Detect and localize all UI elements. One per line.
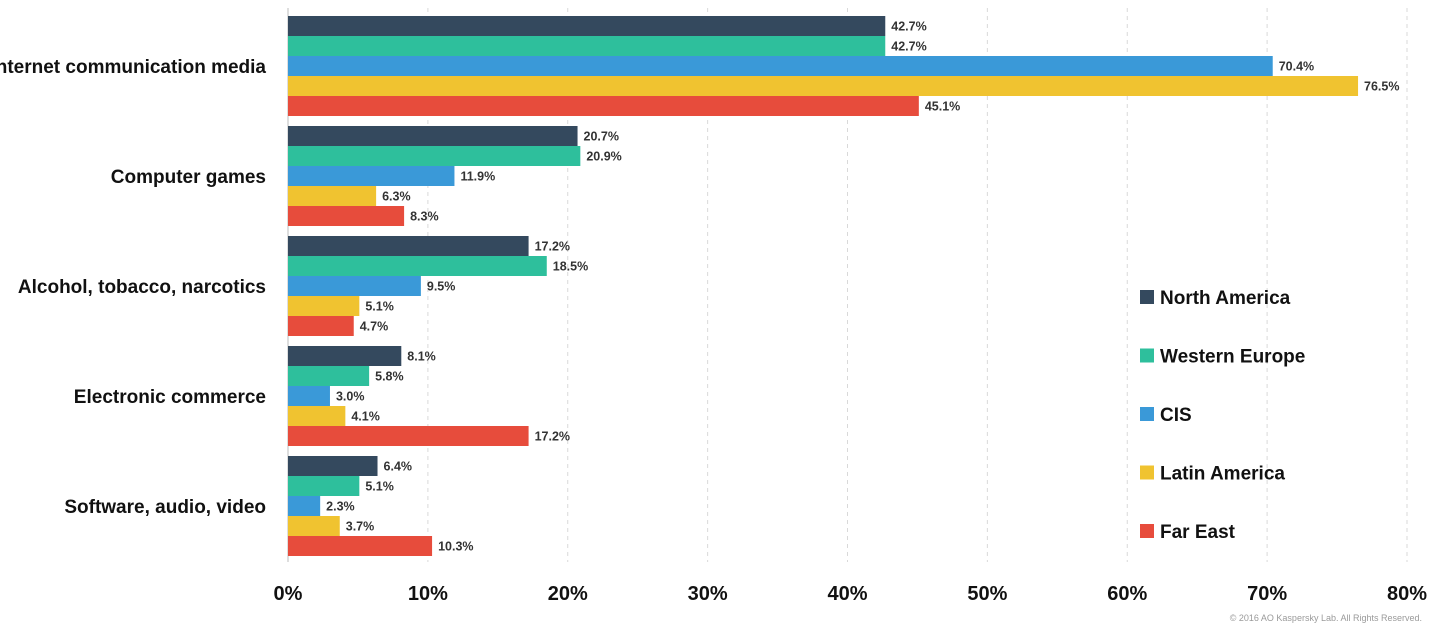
x-axis-ticks: 0% 10% 20% 30% 40% 50% 60% 70% 80% [274, 583, 1428, 605]
bar [288, 276, 421, 296]
data-label: 5.8% [375, 370, 404, 384]
legend-label: Latin America [1160, 464, 1285, 485]
bar [288, 16, 886, 36]
x-tick-label: 80% [1387, 583, 1427, 605]
legend: North America Western Europe CIS Latin Amer… [1140, 288, 1305, 543]
data-label: 17.2% [535, 430, 570, 444]
x-tick-label: 40% [827, 583, 867, 605]
bar [288, 56, 1273, 76]
bar [288, 536, 433, 556]
data-label: 20.7% [584, 130, 619, 144]
data-label: 9.5% [427, 280, 456, 294]
data-label: 5.1% [365, 480, 394, 494]
data-label: 18.5% [553, 260, 588, 274]
category-label: Alcohol, tobacco, narcotics [18, 277, 266, 298]
copyright-credit: © 2016 AO Kaspersky Lab. All Rights Rese… [1230, 613, 1422, 623]
x-tick-label: 0% [274, 583, 303, 605]
bar [288, 36, 886, 56]
data-label: 6.3% [382, 190, 411, 204]
x-tick-label: 10% [408, 583, 448, 605]
data-label: 4.1% [351, 410, 380, 424]
category-label: Internet communication media [0, 57, 266, 78]
data-label: 45.1% [925, 100, 960, 114]
x-tick-label: 60% [1107, 583, 1147, 605]
data-label: 5.1% [365, 300, 394, 314]
data-label: 76.5% [1364, 80, 1399, 94]
data-label: 20.9% [586, 150, 621, 164]
bar [288, 256, 547, 276]
category-labels: Internet communication media Computer gam… [0, 57, 266, 518]
bars [288, 16, 1359, 556]
legend-label: Far East [1160, 522, 1236, 543]
data-label: 8.3% [410, 210, 439, 224]
bar [288, 386, 330, 406]
bar [288, 456, 378, 476]
bar [288, 426, 529, 446]
x-tick-label: 30% [688, 583, 728, 605]
legend-swatch [1140, 465, 1154, 480]
data-label: 11.9% [460, 170, 495, 184]
bar [288, 236, 529, 256]
legend-label: CIS [1160, 405, 1192, 426]
data-label: 10.3% [438, 540, 473, 554]
bar [288, 496, 321, 516]
legend-label: Western Europe [1160, 347, 1305, 368]
bar [288, 126, 578, 146]
bar [288, 316, 354, 336]
bar [288, 346, 402, 366]
bar [288, 476, 360, 496]
data-label: 3.7% [346, 520, 375, 534]
bar [288, 76, 1359, 96]
legend-swatch [1140, 290, 1154, 304]
data-label: 6.4% [384, 460, 413, 474]
data-label: 2.3% [326, 500, 355, 514]
legend-swatch [1140, 524, 1154, 538]
bar [288, 186, 377, 206]
bar [288, 406, 346, 426]
bar [288, 146, 581, 166]
x-tick-label: 20% [548, 583, 588, 605]
x-tick-label: 70% [1247, 583, 1287, 605]
legend-swatch [1140, 407, 1154, 421]
data-label: 4.7% [360, 320, 389, 334]
bar [288, 166, 455, 186]
x-tick-label: 50% [967, 583, 1007, 605]
data-label: 42.7% [891, 20, 926, 34]
data-label: 8.1% [407, 350, 436, 364]
legend-swatch [1140, 348, 1154, 363]
bar [288, 96, 919, 116]
category-label: Software, audio, video [64, 497, 266, 518]
bar [288, 296, 360, 316]
data-label: 70.4% [1279, 60, 1314, 74]
bar [288, 206, 405, 226]
data-labels: 42.7% 42.7% 70.4% 76.5% 45.1% 20.7% 20.9% 11.9%… [326, 20, 1399, 554]
bar [288, 366, 370, 386]
data-label: 3.0% [336, 390, 365, 404]
data-label: 42.7% [891, 40, 926, 54]
category-label: Electronic commerce [74, 387, 266, 408]
data-label: 17.2% [535, 240, 570, 254]
legend-label: North America [1160, 288, 1291, 309]
bar [288, 516, 340, 536]
category-label: Computer games [111, 167, 266, 188]
